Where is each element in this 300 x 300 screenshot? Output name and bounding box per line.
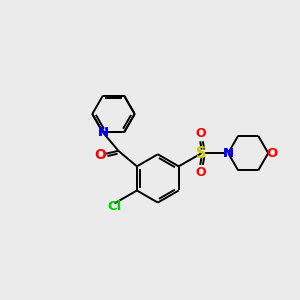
Text: S: S [196, 146, 207, 160]
Text: O: O [195, 166, 206, 179]
Text: N: N [97, 126, 109, 139]
Text: O: O [94, 148, 106, 162]
Text: N: N [223, 147, 234, 160]
Text: N: N [223, 147, 234, 160]
Text: O: O [266, 147, 278, 160]
Text: O: O [195, 127, 206, 140]
Text: N: N [97, 126, 109, 139]
Text: Cl: Cl [107, 200, 122, 213]
